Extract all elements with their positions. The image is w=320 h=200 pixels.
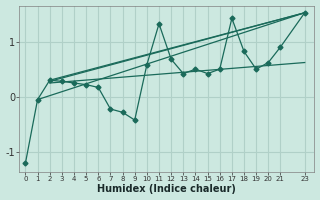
X-axis label: Humidex (Indice chaleur): Humidex (Indice chaleur)	[98, 184, 236, 194]
